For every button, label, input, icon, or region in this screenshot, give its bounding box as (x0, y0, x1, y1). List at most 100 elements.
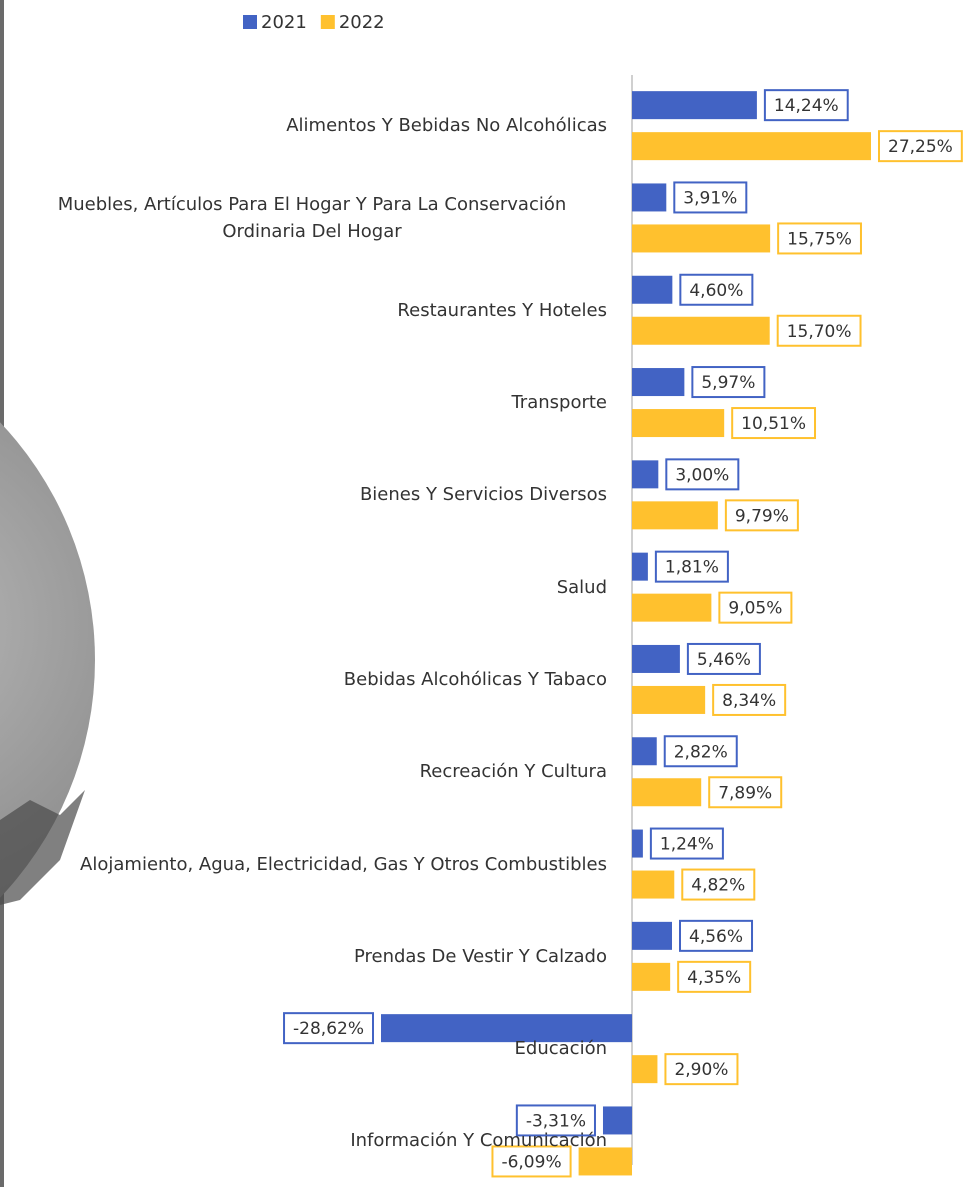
data-label-text: 4,35% (687, 968, 741, 988)
data-label: 4,60% (679, 273, 754, 306)
category-text: Alojamiento, Agua, Electricidad, Gas Y O… (80, 853, 607, 875)
data-label: -3,31% (515, 1104, 596, 1137)
data-label-text: 15,75% (787, 229, 852, 249)
data-label-text: 4,56% (689, 927, 743, 947)
data-label: 4,35% (677, 960, 752, 993)
category-text: Recreación Y Cultura (419, 761, 607, 783)
data-label-text: 7,89% (718, 783, 772, 803)
legend-label: 2022 (339, 12, 385, 33)
data-label-box (724, 499, 799, 532)
data-label-box (708, 776, 783, 809)
data-label: 2,90% (664, 1053, 739, 1086)
data-label-text: 15,70% (787, 322, 852, 342)
category-label: Información Y Comunicación (7, 1128, 607, 1154)
data-label-box (777, 222, 862, 255)
category-label: Recreación Y Cultura (7, 759, 607, 785)
category-text: Alimentos Y Bebidas No Alcohólicas (286, 115, 607, 137)
data-label-text: 5,46% (697, 650, 751, 670)
bar (632, 316, 770, 345)
data-label: -28,62% (283, 1012, 374, 1045)
bar (632, 552, 648, 581)
data-label: 9,79% (724, 499, 799, 532)
data-label-box (663, 735, 738, 768)
data-label-box (664, 1053, 739, 1086)
data-label: 5,97% (691, 366, 766, 399)
category-text: Restaurantes Y Hoteles (397, 299, 607, 321)
data-label: 15,75% (777, 222, 862, 255)
bar (632, 644, 680, 673)
data-label-text: -28,62% (293, 1019, 364, 1039)
data-label-text: -3,31% (526, 1111, 586, 1131)
category-text: Educación (514, 1038, 607, 1060)
bar (632, 737, 657, 766)
data-label: 3,00% (665, 458, 740, 491)
data-label: 9,05% (718, 591, 793, 624)
category-text: Salud (556, 576, 607, 598)
bar (632, 1055, 658, 1084)
bar (632, 921, 673, 950)
bar (632, 778, 702, 807)
bar (602, 1106, 633, 1135)
category-label: Alojamiento, Agua, Electricidad, Gas Y O… (7, 852, 607, 878)
category-label: Transporte (7, 390, 607, 416)
data-label: 15,70% (776, 314, 862, 347)
category-label: Bebidas Alcohólicas Y Tabaco (7, 667, 607, 693)
data-label-text: 1,81% (665, 558, 719, 578)
data-label-box (679, 919, 754, 952)
data-label-text: 1,24% (660, 835, 714, 855)
data-label-text: 2,82% (674, 742, 728, 762)
data-label-text: 3,00% (675, 465, 729, 485)
data-label-box (691, 366, 766, 399)
bar (632, 368, 685, 397)
bar (632, 460, 659, 489)
data-label-box (679, 273, 754, 306)
data-label-box (763, 89, 849, 122)
bar (632, 132, 871, 161)
data-label: 7,89% (708, 776, 783, 809)
category-text: Bienes Y Servicios Diversos (359, 484, 607, 506)
data-label: 10,51% (731, 407, 817, 440)
data-label-box (731, 407, 817, 440)
category-text: Información Y Comunicación (350, 1130, 607, 1152)
data-label-box (649, 827, 724, 860)
data-label: 14,24% (763, 89, 849, 122)
data-label-text: 4,60% (689, 281, 743, 301)
category-text: Transporte (511, 392, 607, 413)
data-label-text: 4,82% (691, 876, 745, 896)
category-label: Alimentos Y Bebidas No Alcohólicas (7, 113, 607, 139)
data-label-text: 27,25% (888, 137, 953, 157)
data-label: 5,46% (686, 642, 761, 675)
data-label-box (718, 591, 793, 624)
category-label: Educación (7, 1036, 607, 1062)
data-label-text: 5,97% (701, 373, 755, 393)
bar (632, 501, 718, 530)
data-label-text: 9,79% (735, 506, 789, 526)
background-photo (0, 422, 95, 898)
bar (632, 409, 725, 438)
category-text: Bebidas Alcohólicas Y Tabaco (343, 668, 607, 690)
data-label-box (677, 960, 752, 993)
bar (578, 1147, 633, 1176)
data-label: 1,81% (654, 550, 729, 583)
data-label-box (491, 1145, 572, 1178)
data-label-text: 8,34% (722, 691, 776, 711)
data-label-box (878, 130, 963, 163)
bar (632, 685, 706, 714)
data-label: 1,24% (649, 827, 724, 860)
data-label: 3,91% (673, 181, 748, 214)
data-label-box (283, 1012, 374, 1045)
data-label: -6,09% (491, 1145, 572, 1178)
data-label-box (686, 642, 761, 675)
data-label-text: 3,91% (683, 188, 737, 208)
data-label-text: 10,51% (741, 414, 806, 434)
category-label: Salud (7, 575, 607, 601)
bar (632, 870, 675, 899)
bar (632, 224, 771, 253)
data-label-box (673, 181, 748, 214)
data-label: 27,25% (878, 130, 963, 163)
data-label: 4,56% (679, 919, 754, 952)
category-label: Prendas De Vestir Y Calzado (7, 944, 607, 970)
data-label-box (515, 1104, 596, 1137)
legend-swatch (243, 15, 257, 29)
